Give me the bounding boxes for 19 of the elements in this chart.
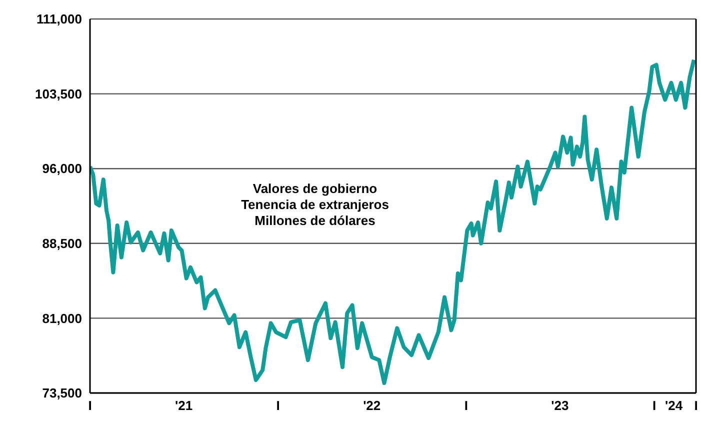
y-tick-label: 88,500 xyxy=(42,236,82,252)
x-tick-label: I xyxy=(694,398,698,414)
x-tick-label: I xyxy=(276,398,280,414)
annotation: Millones de dólares xyxy=(254,213,376,229)
x-tick-label: I xyxy=(464,398,468,414)
y-tick-label: 73,500 xyxy=(42,386,82,401)
x-tick-label: I xyxy=(88,398,92,414)
x-tick-label: I xyxy=(652,398,656,414)
y-tick-label: 111,000 xyxy=(36,12,82,27)
x-tick-label: '21 xyxy=(175,398,193,414)
line-series xyxy=(90,58,696,386)
y-tick-label: 81,000 xyxy=(42,310,82,326)
annotation: Valores de gobierno xyxy=(252,181,378,197)
x-tick-label: '23 xyxy=(551,398,569,414)
y-tick-label: 96,000 xyxy=(42,161,82,176)
x-tick-label: '22 xyxy=(363,398,381,414)
y-tick-label: 103,500 xyxy=(35,86,82,102)
annotation: Tenencia de extranjeros xyxy=(240,197,390,213)
x-tick-label: '24 xyxy=(665,398,684,414)
